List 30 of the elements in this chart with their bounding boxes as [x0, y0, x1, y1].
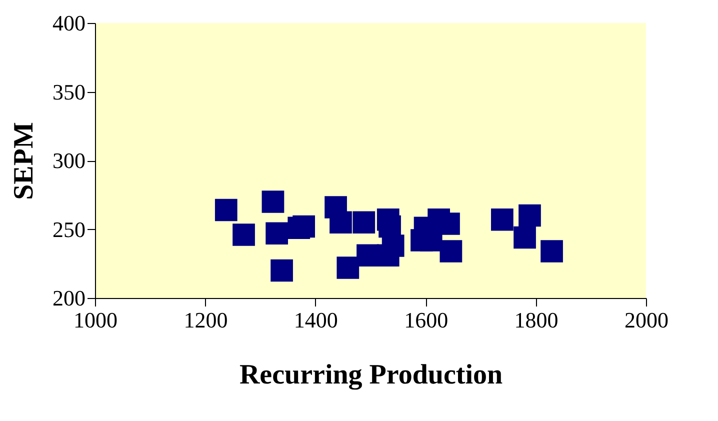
- x-tick-label: 1600: [404, 308, 448, 332]
- x-tick-label: 1000: [74, 308, 118, 332]
- point: [376, 244, 400, 267]
- point: [518, 204, 541, 227]
- point: [540, 240, 563, 262]
- point: [292, 215, 316, 238]
- y-tick-label: 250: [52, 216, 86, 242]
- point: [356, 244, 379, 267]
- point: [514, 226, 536, 249]
- point: [262, 190, 284, 213]
- point: [214, 198, 238, 222]
- point: [440, 240, 462, 262]
- point: [352, 211, 376, 234]
- y-tick-label: 400: [52, 10, 86, 36]
- point: [336, 256, 360, 279]
- point: [270, 259, 293, 282]
- point: [232, 224, 255, 246]
- x-tick-label: 1200: [184, 308, 228, 332]
- x-tick-label: 1800: [514, 308, 558, 332]
- x-tick-label: 2000: [624, 308, 668, 332]
- point: [491, 208, 514, 231]
- point: [330, 211, 352, 234]
- x-axis-title: Recurring Production: [239, 360, 503, 390]
- y-tick-label: 200: [52, 286, 86, 310]
- point: [420, 229, 442, 252]
- y-tick-label: 350: [52, 79, 86, 104]
- x-tick-label: 1400: [294, 308, 338, 332]
- point: [266, 222, 288, 245]
- y-axis-title: SEPM: [8, 122, 40, 200]
- y-tick-label: 300: [52, 148, 86, 173]
